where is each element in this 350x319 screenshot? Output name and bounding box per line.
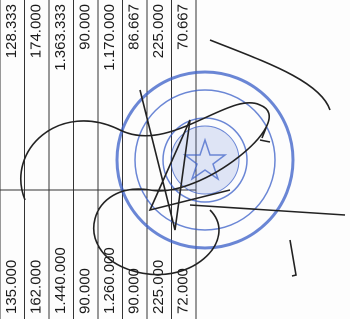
cell-text: 1.260.000 [101,247,118,314]
cell-text: 1.440.000 [52,247,69,314]
cell-text: 1.363.333 [52,4,69,71]
cell-text: 70.667 [175,4,192,50]
cell-text: 86.667 [126,4,143,50]
cell-text: 135.000 [3,260,20,314]
cell-text: 1.170.000 [101,4,118,71]
cell-text: 72.000 [175,268,192,314]
cell-text: 90.000 [77,268,94,314]
cell-text: 128.333 [3,4,20,58]
cell-text: 225.000 [150,260,167,314]
scanned-document: 135.000 128.333 162.000 174.000 1.440.000 1.3… [0,0,350,319]
page: 135.000 128.333 162.000 174.000 1.440.000 1.3… [0,0,350,319]
cell-text: 174.000 [28,4,45,58]
cell-text: 90.000 [126,268,143,314]
cell-text: 162.000 [28,260,45,314]
cell-text: 90.000 [77,4,94,50]
cell-text: 225.000 [150,4,167,58]
